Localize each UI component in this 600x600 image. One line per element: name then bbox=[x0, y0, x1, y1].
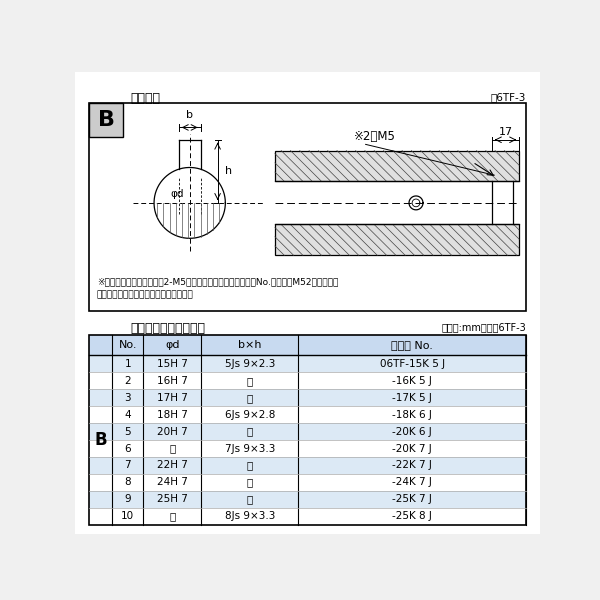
Text: b×h: b×h bbox=[238, 340, 262, 350]
Text: 5Js 9×2.3: 5Js 9×2.3 bbox=[224, 359, 275, 369]
Text: -25K 7 J: -25K 7 J bbox=[392, 494, 432, 505]
Text: 〃: 〃 bbox=[247, 393, 253, 403]
Text: B: B bbox=[97, 110, 115, 130]
Text: φd: φd bbox=[165, 340, 179, 350]
Text: φd: φd bbox=[170, 188, 184, 199]
Text: ※2－M5: ※2－M5 bbox=[354, 130, 396, 143]
Text: 4: 4 bbox=[124, 410, 131, 419]
Text: -25K 8 J: -25K 8 J bbox=[392, 511, 432, 521]
Text: 軸穴形状: 軸穴形状 bbox=[131, 92, 161, 105]
Text: 2: 2 bbox=[124, 376, 131, 386]
Text: 20H 7: 20H 7 bbox=[157, 427, 188, 437]
Text: 6Js 9×2.8: 6Js 9×2.8 bbox=[224, 410, 275, 419]
Text: 囶6TF-3: 囶6TF-3 bbox=[491, 92, 526, 102]
Bar bbox=[89, 335, 526, 525]
Text: 17: 17 bbox=[499, 127, 512, 137]
Bar bbox=[89, 103, 526, 311]
Text: -20K 7 J: -20K 7 J bbox=[392, 443, 432, 454]
Text: -20K 6 J: -20K 6 J bbox=[392, 427, 432, 437]
Bar bbox=[89, 406, 526, 423]
Text: 6: 6 bbox=[124, 443, 131, 454]
Text: 10: 10 bbox=[121, 511, 134, 521]
Text: 18H 7: 18H 7 bbox=[157, 410, 188, 419]
Bar bbox=[89, 335, 526, 355]
Text: B: B bbox=[94, 431, 107, 449]
Bar bbox=[89, 491, 526, 508]
Bar bbox=[89, 389, 526, 406]
Text: 22H 7: 22H 7 bbox=[157, 460, 188, 470]
Text: -17K 5 J: -17K 5 J bbox=[392, 393, 432, 403]
Text: 1: 1 bbox=[124, 359, 131, 369]
Text: No.: No. bbox=[118, 340, 137, 350]
Bar bbox=[89, 355, 526, 372]
Bar bbox=[89, 423, 526, 440]
Bar bbox=[89, 372, 526, 389]
Text: 17H 7: 17H 7 bbox=[157, 393, 188, 403]
Text: コード No.: コード No. bbox=[391, 340, 433, 350]
Text: 8Js 9×3.3: 8Js 9×3.3 bbox=[224, 511, 275, 521]
Text: -18K 6 J: -18K 6 J bbox=[392, 410, 432, 419]
Bar bbox=[89, 103, 123, 137]
Bar bbox=[275, 151, 519, 181]
Text: 〃: 〃 bbox=[247, 478, 253, 487]
Bar bbox=[89, 457, 526, 474]
Text: 〃: 〃 bbox=[247, 460, 253, 470]
Text: 〃: 〃 bbox=[169, 511, 175, 521]
Text: （セットボルトは付属されています。）: （セットボルトは付属されています。） bbox=[97, 291, 193, 300]
Bar bbox=[89, 440, 526, 457]
Text: b: b bbox=[186, 110, 193, 120]
Text: 3: 3 bbox=[124, 393, 131, 403]
Text: -22K 7 J: -22K 7 J bbox=[392, 460, 432, 470]
Text: -24K 7 J: -24K 7 J bbox=[392, 478, 432, 487]
Bar bbox=[275, 224, 519, 255]
Text: 25H 7: 25H 7 bbox=[157, 494, 188, 505]
Text: （単位:mm）　表6TF-3: （単位:mm） 表6TF-3 bbox=[441, 322, 526, 332]
Bar bbox=[275, 181, 519, 224]
Bar bbox=[89, 474, 526, 491]
Text: 16H 7: 16H 7 bbox=[157, 376, 188, 386]
Text: 5: 5 bbox=[124, 427, 131, 437]
Text: h: h bbox=[224, 166, 232, 176]
Text: 〃: 〃 bbox=[247, 494, 253, 505]
Text: 15H 7: 15H 7 bbox=[157, 359, 188, 369]
Text: 06TF-15K 5 J: 06TF-15K 5 J bbox=[380, 359, 445, 369]
Text: 〃: 〃 bbox=[247, 427, 253, 437]
Text: -16K 5 J: -16K 5 J bbox=[392, 376, 432, 386]
Text: 8: 8 bbox=[124, 478, 131, 487]
Text: 7Js 9×3.3: 7Js 9×3.3 bbox=[224, 443, 275, 454]
Text: 24H 7: 24H 7 bbox=[157, 478, 188, 487]
Text: 軸穴形状コード一覧表: 軸穴形状コード一覧表 bbox=[131, 322, 206, 335]
Text: 〃: 〃 bbox=[169, 443, 175, 454]
Text: 9: 9 bbox=[124, 494, 131, 505]
Text: 7: 7 bbox=[124, 460, 131, 470]
Text: 〃: 〃 bbox=[247, 376, 253, 386]
Bar bbox=[89, 508, 526, 525]
Text: ※セットボルト用タップ（2-M5）が必要な場合は右記コードNo.の末尾にM52を付ける。: ※セットボルト用タップ（2-M5）が必要な場合は右記コードNo.の末尾にM52を… bbox=[97, 277, 338, 286]
